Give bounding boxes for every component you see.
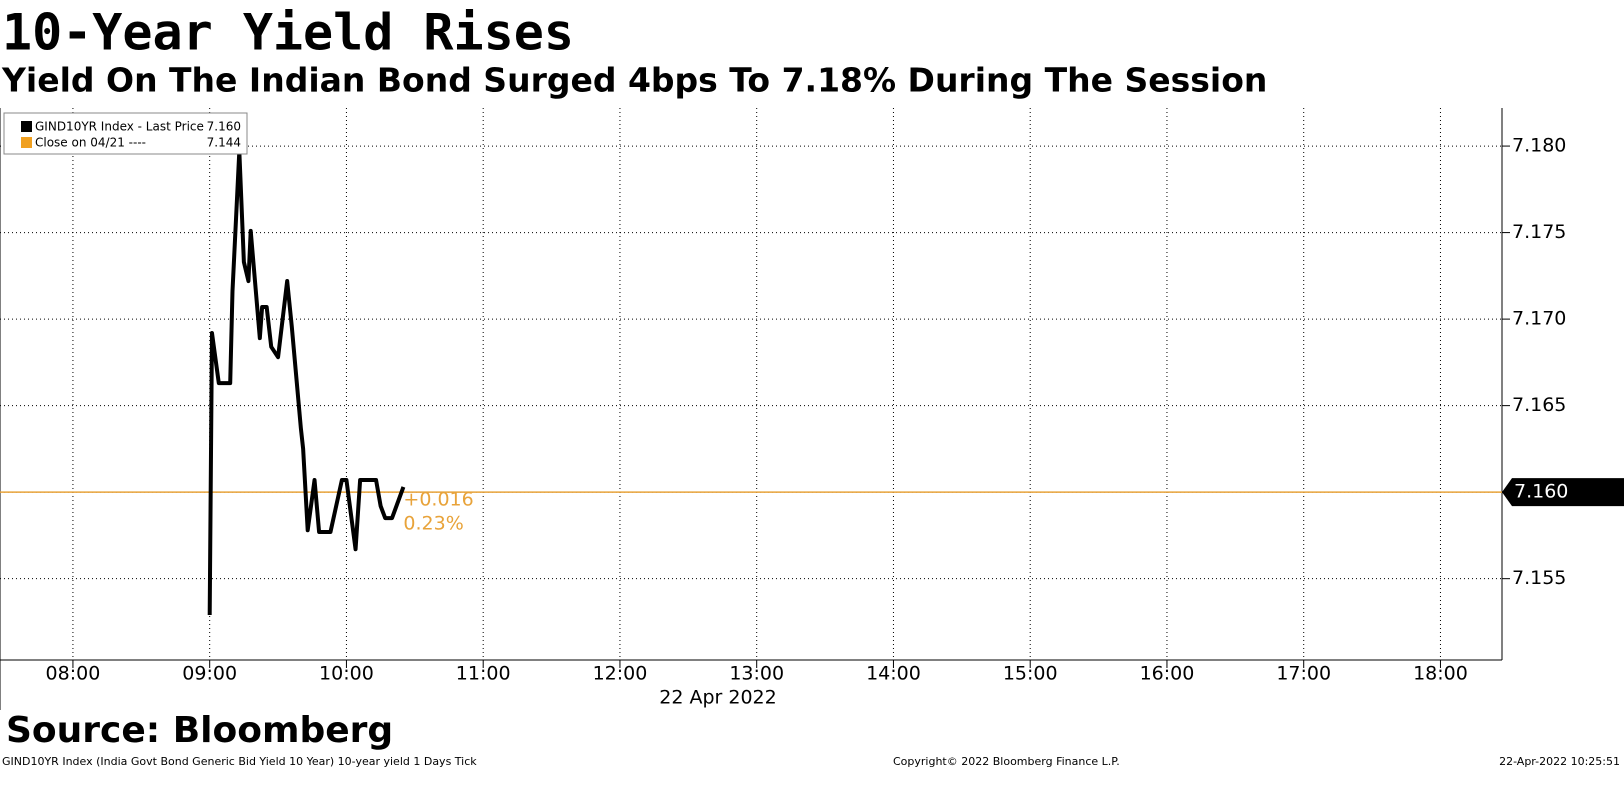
x-tick-label: 17:00 [1276,663,1331,685]
x-tick-label: 08:00 [46,663,101,685]
x-tick-label: 16:00 [1140,663,1195,685]
x-tick-label: 14:00 [866,663,921,685]
price-line [207,149,406,616]
last-price-box [1502,478,1624,507]
y-tick-label: 7.170 [1512,308,1566,330]
footer-right: 22-Apr-2022 10:25:51 [1499,755,1620,768]
legend-swatch [21,137,32,148]
date-label: 22 Apr 2022 [659,687,776,709]
y-tick-label: 7.175 [1512,221,1566,243]
legend-name: Close on 04/21 ---- [35,136,146,150]
legend-value: 7.144 [207,136,241,150]
x-tick-label: 15:00 [1003,663,1058,685]
x-tick-label: 10:00 [319,663,374,685]
change-annotation: +0.016 [403,489,473,511]
x-tick-label: 18:00 [1413,663,1468,685]
legend-swatch [21,121,32,132]
change-annotation: 0.23% [403,513,463,535]
chart-subtitle: Yield On The Indian Bond Surged 4bps To … [1,61,1267,100]
x-tick-label: 12:00 [593,663,648,685]
footer-left: GIND10YR Index (India Govt Bond Generic … [2,755,477,768]
legend-name: GIND10YR Index - Last Price [35,120,204,134]
x-tick-label: 09:00 [182,663,237,685]
y-tick-label: 7.180 [1512,135,1566,157]
y-tick-label: 7.155 [1512,567,1566,589]
legend-box [3,112,248,155]
footer-center: Copyright© 2022 Bloomberg Finance L.P. [893,755,1120,768]
chart-title: 10-Year Yield Rises [2,4,574,62]
y-tick-label: 7.165 [1512,394,1566,416]
x-tick-label: 13:00 [729,663,784,685]
last-price-label: 7.160 [1514,481,1568,503]
source: Source: Bloomberg [6,710,393,751]
legend-value: 7.160 [207,120,241,134]
x-tick-label: 11:00 [456,663,511,685]
